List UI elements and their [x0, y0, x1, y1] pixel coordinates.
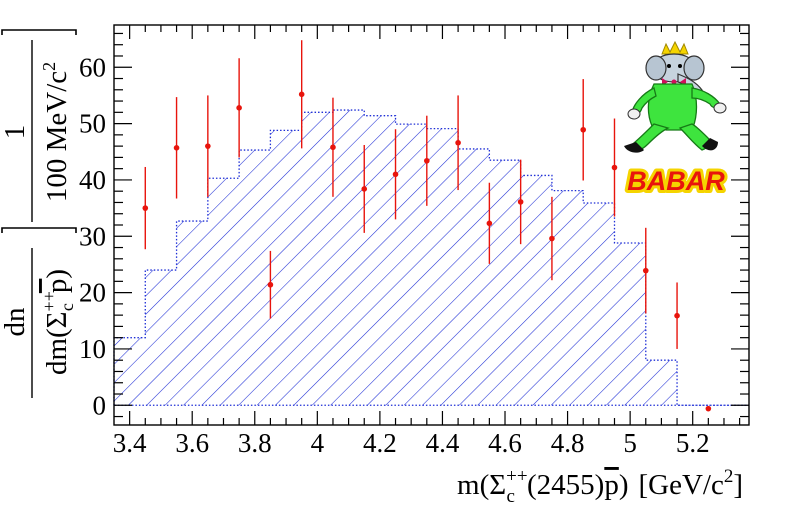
x-tick-label: 4.2 — [363, 428, 397, 458]
data-point — [549, 235, 555, 242]
data-point — [392, 171, 399, 178]
babar-logo: BABAR BABAR — [624, 40, 728, 199]
data-point — [173, 145, 180, 151]
y-tick-label: 30 — [79, 221, 106, 251]
data-point — [424, 157, 430, 164]
data-point — [580, 126, 587, 133]
y-tick-label: 40 — [79, 165, 106, 195]
x-tick-label: 3.4 — [113, 428, 147, 458]
data-points — [142, 40, 712, 412]
x-tick-label: 4.4 — [426, 428, 460, 458]
data-point — [330, 144, 336, 151]
x-tick-label: 3.6 — [175, 428, 209, 458]
x-tick-label: 5 — [623, 428, 637, 458]
x-tick-label: 5.2 — [676, 428, 710, 458]
x-tick-label: 4 — [311, 428, 325, 458]
svg-text:BABAR: BABAR — [627, 166, 725, 196]
y-axis-bracket-denominator: 100 MeV/c2 — [39, 62, 73, 202]
data-point — [267, 281, 274, 288]
y-axis-denominator: dm(Σ++cp) — [39, 269, 77, 375]
data-point — [142, 205, 149, 211]
data-point — [611, 164, 618, 171]
y-axis-title: dn dm(Σ++cp) 1 100 MeV/c2 — [0, 29, 77, 398]
babar-wordmark: BABAR BABAR — [624, 163, 728, 199]
data-point — [517, 199, 524, 205]
data-point — [705, 405, 712, 412]
data-point — [455, 139, 461, 146]
data-point — [486, 220, 493, 227]
y-axis-ticks: 0 10 20 30 40 50 60 — [79, 32, 749, 420]
data-point — [674, 312, 680, 319]
y-tick-label: 60 — [79, 52, 106, 82]
phase-space-histogram — [113, 109, 749, 406]
y-axis-numerator: dn — [0, 307, 31, 337]
y-axis-bracket-numerator: 1 — [0, 125, 31, 140]
histogram-fill — [114, 110, 749, 406]
x-tick-label: 3.8 — [238, 428, 272, 458]
y-tick-label: 10 — [79, 334, 106, 364]
data-point — [236, 105, 242, 111]
x-axis-title: m(Σ++ c (2455)p) [GeV/c2] — [457, 466, 743, 505]
data-point — [642, 267, 649, 274]
y-tick-label: 20 — [79, 278, 106, 308]
svg-text:BABAR: BABAR — [627, 166, 725, 196]
x-tick-label: 4.8 — [551, 428, 585, 458]
crown-icon — [661, 40, 689, 55]
data-point — [298, 91, 305, 98]
y-tick-label: 50 — [79, 109, 106, 139]
data-point — [205, 143, 211, 149]
y-tick-label: 0 — [93, 390, 107, 420]
x-tick-label: 4.6 — [488, 428, 522, 458]
x-axis-ticks: 3.4 3.6 3.8 4 4.2 4.4 4.6 4.8 5 5.2 — [113, 25, 741, 458]
data-point — [361, 186, 368, 192]
histogram-outline — [113, 109, 749, 406]
